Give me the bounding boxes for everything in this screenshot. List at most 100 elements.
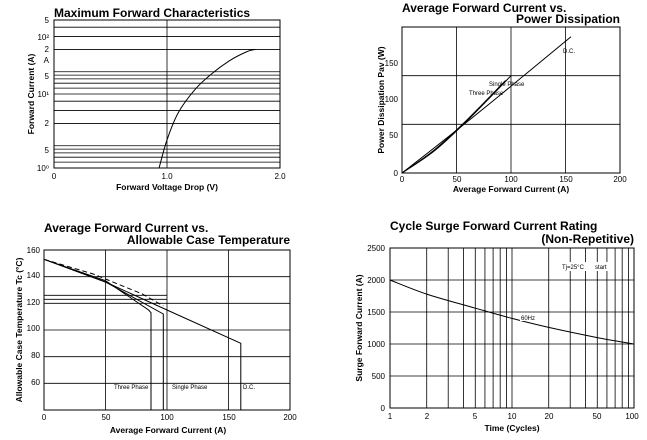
chart1-xtick-1: 1.0 [161, 172, 173, 181]
chart1-y-ticks: 5 10² 2 5 10¹ 2 5 10⁰ [37, 16, 50, 173]
chart4-ytick-0: 0 [381, 404, 386, 413]
chart2-plot-frame [401, 26, 621, 174]
chart3-ytick-3: 120 [27, 298, 41, 307]
chart2-xtick-3: 150 [559, 175, 573, 184]
chart3-xtick-4: 200 [283, 413, 297, 422]
chart1-xtick-2: 2.0 [274, 172, 286, 181]
chart3-series-dc [43, 258, 242, 410]
chart2-series-dc [401, 36, 572, 174]
chart4-subtitle: (Non-Repetitive) [541, 232, 634, 246]
chart1-ylabel: Forward Current (A) [26, 53, 36, 134]
chart3-subtitle: Allowable Case Temperature [127, 233, 290, 247]
chart4-series-60hz [389, 279, 635, 345]
chart4-label-tj: Tj=25°C [562, 265, 585, 271]
chart4-label-start-bg [593, 262, 612, 271]
chart2-grid [402, 27, 620, 173]
chart1-ytick-3: 5 [45, 72, 50, 81]
chart1-x-ticks: 0 1.0 2.0 [52, 172, 286, 181]
chart3-x-ticks: 0 50 100 150 200 [42, 413, 297, 422]
chart3-xlabel: Average Forward Current (A) [110, 425, 227, 435]
chart2-label-three-phase: Three Phase [469, 91, 504, 97]
chart3-label-three-phase: Three Phase [114, 385, 149, 391]
chart1-xlabel: Forward Voltage Drop (V) [116, 182, 218, 192]
chart1-xtick-0: 0 [52, 172, 57, 181]
chart4-label-60hz: 60Hz [521, 316, 535, 322]
chart4: Cycle Surge Forward Current Rating (Non-… [354, 219, 639, 433]
chart3-label-single-phase: Single Phase [172, 385, 208, 391]
chart2-xtick-0: 0 [400, 175, 405, 184]
chart4-title: Cycle Surge Forward Current Rating [390, 219, 597, 233]
chart4-xlabel: Time (Cycles) [484, 423, 539, 433]
chart2-subtitle: Power Dissipation [516, 12, 620, 26]
chart3-xtick-3: 150 [222, 413, 236, 422]
chart4-ytick-5: 2500 [367, 244, 385, 253]
chart4-x-ticks: 1 2 5 10 20 50 100 [388, 412, 639, 421]
chart3-xtick-1: 50 [102, 413, 111, 422]
chart2-ytick-1: 50 [389, 131, 398, 140]
chart4-label-tj-bg [561, 262, 591, 271]
chart4-ytick-3: 1500 [367, 308, 385, 317]
chart4-xtick-2: 5 [473, 412, 478, 421]
chart4-xtick-5: 50 [593, 412, 602, 421]
chart1-ytick-unit: A [44, 56, 50, 65]
chart3-ytick-0: 60 [31, 378, 40, 387]
chart3-xtick-2: 100 [160, 413, 174, 422]
chart1-ytick-5: 2 [45, 119, 50, 128]
chart1-ytick-4: 10¹ [37, 90, 49, 99]
chart1-plot-frame [53, 19, 281, 169]
chart2-ylabel: Power Dissipation Pav (W) [376, 46, 386, 153]
chart4-ytick-2: 1000 [367, 340, 385, 349]
chart2-xtick-1: 50 [453, 175, 462, 184]
chart2-x-ticks: 0 50 100 150 200 [400, 175, 627, 184]
chart3-ylabel: Allowable Case Temperature Tc (°C) [14, 257, 24, 402]
chart2-xlabel: Average Forward Current (A) [453, 184, 570, 194]
chart3-series-dashed [43, 258, 164, 307]
chart3-ytick-1: 80 [31, 351, 40, 360]
chart3-series-three-phase [43, 258, 152, 410]
chart4-xtick-3: 10 [508, 412, 517, 421]
chart4-grid [390, 248, 634, 408]
chart2-series-single-phase [401, 75, 512, 174]
chart2-label-dc: D.C. [563, 49, 575, 55]
chart1-title: Maximum Forward Characteristics [54, 6, 250, 20]
chart2-xtick-4: 200 [613, 175, 627, 184]
chart1-ytick-0: 5 [45, 16, 50, 25]
chart4-xtick-1: 2 [425, 412, 430, 421]
chart3-xtick-0: 0 [42, 413, 47, 422]
chart3-y-ticks: 60 80 100 120 140 160 [27, 246, 41, 387]
chart4-ylabel: Surge Forward Current (A) [354, 274, 364, 381]
chart2-label-single-phase: Single Phase [489, 82, 525, 88]
chart2-xtick-2: 100 [504, 175, 518, 184]
chart4-label-60hz-bg [520, 313, 538, 321]
chart3-ytick-5: 160 [27, 246, 41, 255]
chart3: Average Forward Current vs. Allowable Ca… [14, 221, 297, 435]
chart3-grid [44, 250, 290, 410]
chart1-ytick-7: 10⁰ [37, 164, 49, 173]
chart3-plot-frame [43, 249, 291, 411]
chart1-ytick-6: 5 [45, 146, 50, 155]
chart1-series-forward [158, 48, 256, 169]
chart3-label-dc: D.C. [243, 385, 255, 391]
chart3-ytick-2: 100 [27, 324, 41, 333]
chart4-ytick-1: 500 [372, 372, 386, 381]
chart2: Average Forward Current vs. Power Dissip… [376, 1, 627, 194]
chart3-title: Average Forward Current vs. [44, 221, 208, 235]
chart4-xtick-4: 20 [545, 412, 554, 421]
chart4-xtick-6: 100 [625, 412, 639, 421]
chart4-label-start: start [595, 265, 607, 271]
chart2-ytick-2: 100 [385, 95, 399, 104]
chart2-ytick-3: 150 [385, 59, 399, 68]
chart1-ytick-2: 2 [45, 45, 50, 54]
chart1-grid [54, 19, 280, 169]
chart2-title: Average Forward Current vs. [402, 1, 566, 15]
chart3-ytick-4: 140 [27, 271, 41, 280]
chart1-ytick-1: 10² [37, 33, 49, 42]
chart2-ytick-0: 0 [394, 169, 399, 178]
chart4-ytick-4: 2000 [367, 276, 385, 285]
chart2-y-ticks: 0 50 100 150 [385, 59, 399, 178]
chart4-plot-frame [389, 247, 635, 409]
chart4-y-ticks: 0 500 1000 1500 2000 2500 [367, 244, 385, 413]
chart1: Maximum Forward Characteristics 5 10² 2 … [26, 6, 286, 192]
chart4-xtick-0: 1 [388, 412, 393, 421]
